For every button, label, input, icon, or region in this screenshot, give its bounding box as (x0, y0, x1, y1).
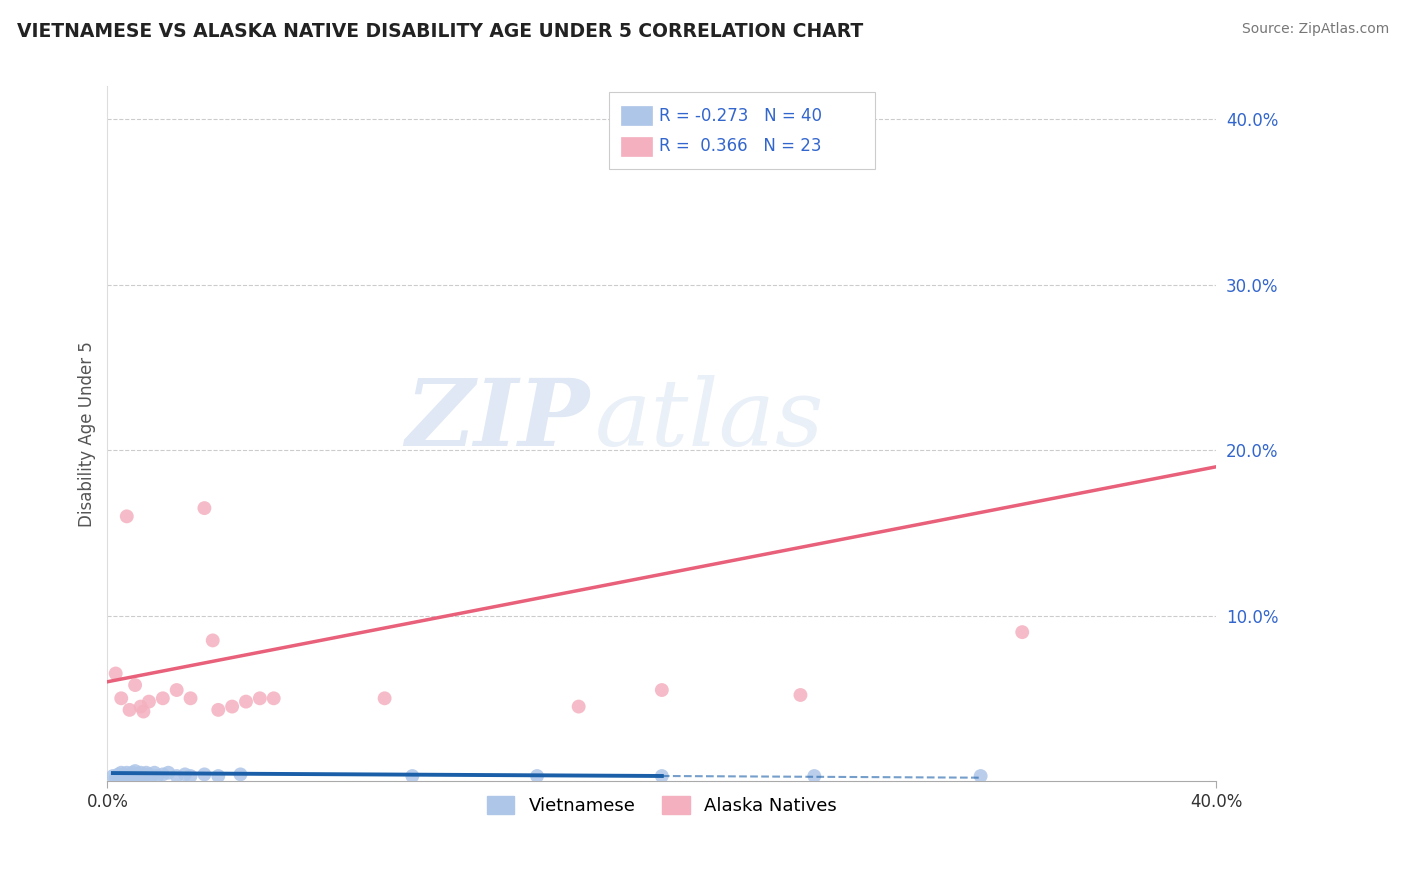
Point (789, 688, 811, 702)
Point (526, 769, 548, 783)
Point (132, 771, 155, 785)
Legend: Vietnamese, Alaska Natives: Vietnamese, Alaska Natives (478, 787, 846, 824)
Point (101, 769, 124, 783)
Point (132, 767, 155, 781)
Point (651, 683, 673, 698)
Point (651, 769, 673, 783)
Text: R =  0.366   N = 23: R = 0.366 N = 23 (659, 137, 823, 155)
Point (146, 769, 169, 783)
Point (143, 765, 166, 780)
Point (263, 691, 285, 706)
Point (1011, 625, 1033, 640)
Text: R = -0.273   N = 40: R = -0.273 N = 40 (659, 107, 823, 125)
Point (127, 767, 149, 781)
Point (138, 767, 160, 781)
Point (193, 501, 215, 516)
Point (207, 769, 229, 783)
Point (107, 767, 129, 781)
Point (129, 769, 152, 783)
Point (115, 509, 138, 524)
Text: VIETNAMESE VS ALASKA NATIVE DISABILITY AGE UNDER 5 CORRELATION CHART: VIETNAMESE VS ALASKA NATIVE DISABILITY A… (17, 22, 863, 41)
Point (132, 705, 155, 719)
Point (152, 691, 174, 706)
Point (118, 769, 141, 783)
Point (115, 769, 138, 783)
Point (104, 771, 127, 785)
Point (174, 767, 197, 781)
Y-axis label: Disability Age Under 5: Disability Age Under 5 (79, 341, 96, 526)
Point (152, 767, 174, 781)
Point (118, 767, 141, 781)
Point (201, 633, 224, 648)
Point (180, 691, 202, 706)
Point (135, 765, 157, 780)
Point (138, 695, 160, 709)
Point (110, 691, 132, 706)
Point (969, 769, 991, 783)
Point (235, 695, 257, 709)
Point (118, 703, 141, 717)
Text: ZIP: ZIP (405, 375, 589, 465)
Point (112, 771, 135, 785)
Point (104, 666, 127, 681)
Point (124, 769, 146, 783)
Point (129, 699, 152, 714)
Point (129, 765, 152, 780)
Point (115, 765, 138, 780)
Point (193, 767, 215, 781)
Point (374, 691, 396, 706)
Point (249, 691, 271, 706)
Point (221, 699, 243, 714)
Point (112, 767, 135, 781)
Point (166, 769, 188, 783)
Point (124, 678, 146, 692)
Point (124, 764, 146, 778)
Point (121, 771, 143, 785)
Point (110, 765, 132, 780)
Point (207, 703, 229, 717)
Point (157, 765, 180, 780)
Point (166, 683, 188, 698)
Point (127, 769, 149, 783)
Point (107, 769, 129, 783)
Text: Source: ZipAtlas.com: Source: ZipAtlas.com (1241, 22, 1389, 37)
Point (110, 769, 132, 783)
Point (229, 767, 252, 781)
Point (141, 769, 163, 783)
Text: atlas: atlas (595, 375, 825, 465)
Point (803, 769, 825, 783)
Point (180, 769, 202, 783)
Point (568, 699, 591, 714)
Point (401, 769, 423, 783)
Point (121, 765, 143, 780)
